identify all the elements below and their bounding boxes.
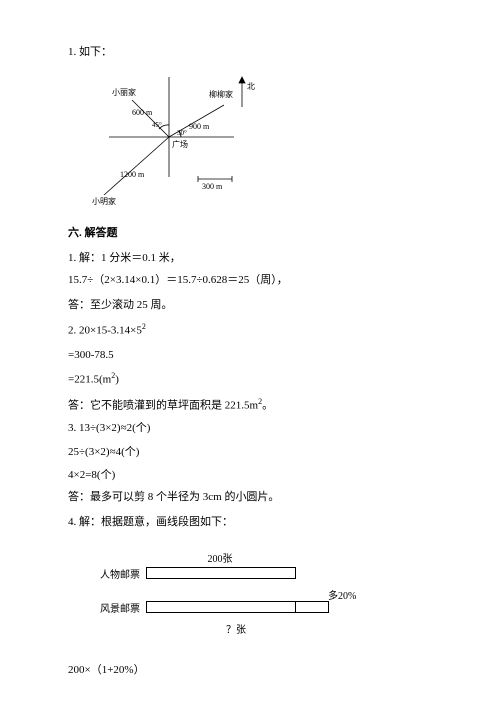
angle-45: 45° xyxy=(152,121,162,129)
q1-prefix: 1. 如下： xyxy=(68,44,440,61)
north-label: 北 xyxy=(247,82,255,91)
p2-ans-b: 。 xyxy=(262,399,273,411)
scale-text: 300 m xyxy=(202,182,223,191)
section-6-title: 六. 解答题 xyxy=(68,224,440,240)
angle-30: 30° xyxy=(177,129,187,137)
p2-l3: =221.5(m2) xyxy=(68,370,440,388)
center-label: 广场 xyxy=(172,139,188,149)
p2-l2: =300-78.5 xyxy=(68,347,440,364)
p1-l2: 15.7÷（2×3.14×0.1）＝15.7÷0.628＝25（周）， xyxy=(68,272,440,289)
p3-l2: 25÷(3×2)≈4(个) xyxy=(68,444,440,461)
compass-diagram: 北 小丽家 600 m 柳柳家 900 m 小明家 1200 m 广场 45° … xyxy=(74,67,440,210)
dist-900: 900 m xyxy=(189,122,210,131)
bar-row1-label: 人物邮票 xyxy=(86,566,140,581)
p2-l1: 2. 20×15-3.14×52 xyxy=(68,321,440,339)
bar-diagram: 200张 人物邮票 多20% 风景邮票 ？张 xyxy=(86,550,440,636)
dist-600: 600 m xyxy=(132,108,153,117)
p4-last: 200×（1+20%） xyxy=(68,662,440,679)
bar-unknown: ？张 xyxy=(146,621,326,636)
bar-top-value: 200张 xyxy=(146,550,294,565)
p2-l1-text: 2. 20×15-3.14×5 xyxy=(68,325,142,337)
p3-ans: 答：最多可以剪 8 个半径为 3cm 的小圆片。 xyxy=(68,489,440,506)
p3-l1: 3. 13÷(3×2)≈2(个) xyxy=(68,420,440,437)
p3-l3: 4×2=8(个) xyxy=(68,467,440,484)
p2-ans-a: 答：它不能喷灌到的草坪面积是 221.5m xyxy=(68,399,258,411)
p2-ans: 答：它不能喷灌到的草坪面积是 221.5m2。 xyxy=(68,396,440,414)
loc-liuliu: 柳柳家 xyxy=(209,89,233,99)
p2-l3-a: =221.5(m xyxy=(68,373,111,385)
bar-row2-box-b xyxy=(295,601,329,613)
p1-l1: 1. 解：1 分米＝0.1 米， xyxy=(68,250,440,267)
p2-l1-sup: 2 xyxy=(142,322,146,331)
bar-extra-label: 多20% xyxy=(328,587,356,602)
loc-xiaoli: 小丽家 xyxy=(112,87,136,97)
bar-row2-box-a xyxy=(146,601,295,613)
loc-xiaoming: 小明家 xyxy=(92,196,116,206)
p2-l3-b: ) xyxy=(115,373,119,385)
p4-l1: 4. 解：根据题意，画线段图如下： xyxy=(68,514,440,531)
bar-row1-box xyxy=(146,567,296,579)
dist-1200: 1200 m xyxy=(120,170,145,179)
bar-row2-label: 风景邮票 xyxy=(86,600,140,615)
p1-ans: 答：至少滚动 25 周。 xyxy=(68,297,440,314)
